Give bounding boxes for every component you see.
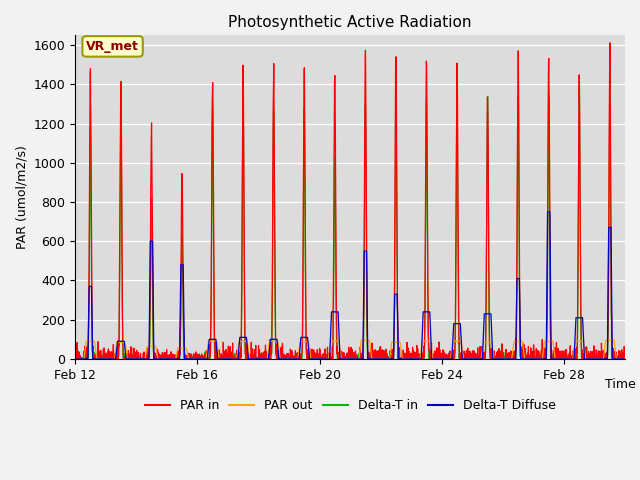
Delta-T Diffuse <box>125 356 132 362</box>
PAR in <box>550 352 558 358</box>
PAR in <box>71 353 79 359</box>
Delta-T Diffuse <box>71 356 79 362</box>
Line: PAR in: PAR in <box>75 43 625 359</box>
PAR in <box>125 353 132 359</box>
Delta-T Diffuse <box>157 356 165 362</box>
PAR out <box>193 356 201 362</box>
Line: PAR out: PAR out <box>75 340 625 359</box>
Line: Delta-T Diffuse: Delta-T Diffuse <box>75 212 625 359</box>
Title: Photosynthetic Active Radiation: Photosynthetic Active Radiation <box>228 15 472 30</box>
X-axis label: Time: Time <box>605 378 636 391</box>
PAR in <box>271 238 278 244</box>
PAR out <box>157 356 165 362</box>
Delta-T in <box>368 356 376 362</box>
Delta-T Diffuse <box>550 356 558 362</box>
Legend: PAR in, PAR out, Delta-T in, Delta-T Diffuse: PAR in, PAR out, Delta-T in, Delta-T Dif… <box>140 395 561 418</box>
PAR out <box>550 348 558 354</box>
PAR in <box>606 40 614 46</box>
Delta-T in <box>271 272 278 278</box>
Text: VR_met: VR_met <box>86 40 139 53</box>
Delta-T in <box>158 356 166 362</box>
Delta-T Diffuse <box>271 336 278 342</box>
Delta-T Diffuse <box>621 356 629 362</box>
Delta-T in <box>621 355 629 360</box>
Delta-T in <box>71 354 79 360</box>
Delta-T Diffuse <box>367 356 375 362</box>
Delta-T in <box>550 356 558 362</box>
PAR out <box>368 355 376 361</box>
PAR out <box>621 356 629 362</box>
PAR in <box>158 354 166 360</box>
PAR in <box>621 352 629 358</box>
PAR out <box>271 338 278 344</box>
PAR out <box>357 337 365 343</box>
PAR out <box>71 356 79 362</box>
Delta-T Diffuse <box>544 209 552 215</box>
PAR in <box>368 351 376 357</box>
Y-axis label: PAR (umol/m2/s): PAR (umol/m2/s) <box>15 145 28 249</box>
PAR in <box>72 356 79 362</box>
Delta-T in <box>193 354 201 360</box>
Delta-T Diffuse <box>193 356 201 362</box>
PAR in <box>193 354 201 360</box>
Delta-T in <box>575 83 583 89</box>
PAR out <box>125 356 132 362</box>
Delta-T in <box>125 352 132 358</box>
Delta-T in <box>72 356 80 362</box>
Line: Delta-T in: Delta-T in <box>75 86 625 359</box>
